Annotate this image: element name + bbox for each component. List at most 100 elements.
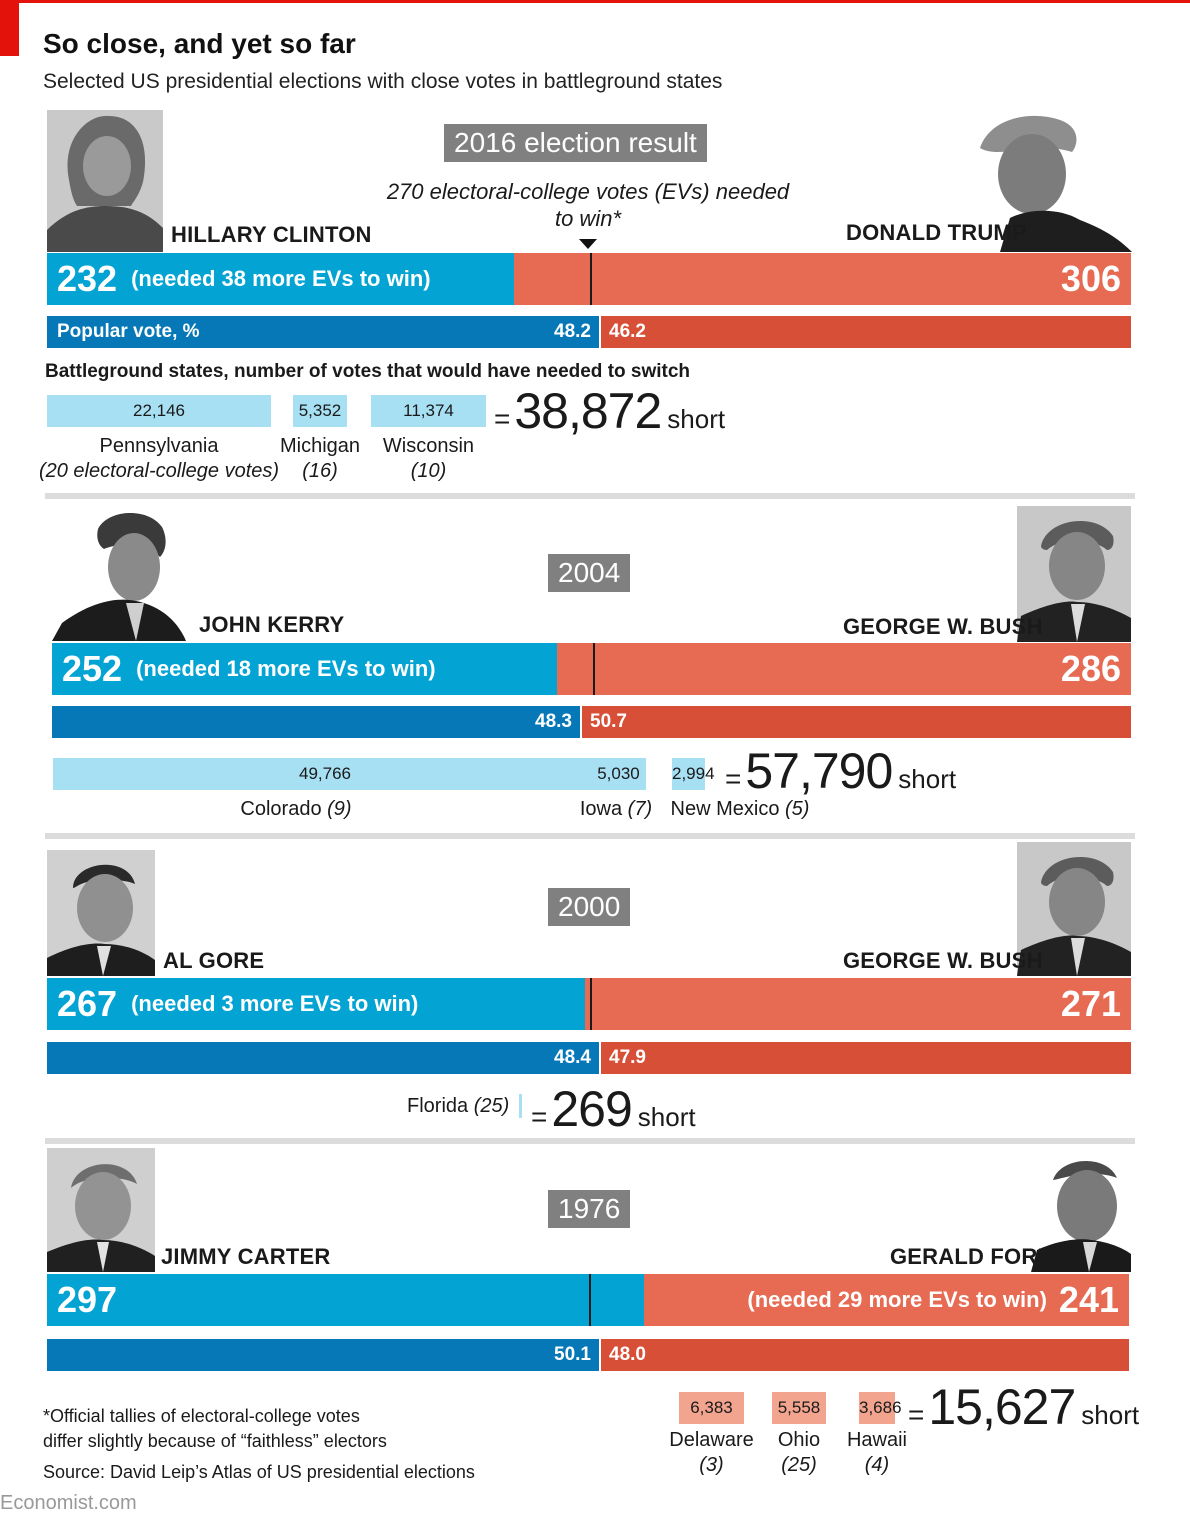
switch-box: 5,352 [293,395,347,427]
switch-box: 5,030 [591,758,646,790]
year-label-2004: 2004 [548,554,631,592]
ev-bar-dem [47,253,514,305]
ev-value-rep: 241 [1058,1279,1119,1320]
popular-vote-label: Popular vote, % [57,321,200,342]
threshold-line [590,253,592,305]
ev-label-rep: (needed 29 more EVs to win) 241 [747,1274,1119,1326]
ev-value-rep: 271 [1060,983,1121,1024]
gore-portrait [47,850,155,976]
ev-label-dem: 232 (needed 38 more EVs to win) [57,253,431,305]
candidate-name-rep-1976: GERALD FORD [890,1244,1054,1269]
state-label: Iowa (7) [579,798,653,820]
total-short-2004: = 57,790 short [725,743,957,799]
popular-value-rep: 46.2 [609,321,646,342]
candidate-name-dem-2000: AL GORE [163,948,265,973]
year-label-2016: 2016 election result [444,124,707,162]
candidate-name-dem-2016: HILLARY CLINTON [171,222,372,247]
ev-bar-rep [585,978,1131,1030]
switch-box: 49,766 [53,758,597,790]
popular-value-dem: 50.1 [554,1344,591,1365]
brand-red-tab [0,0,19,56]
total-short-2016: = 38,872 short [494,383,726,439]
ev-label-rep: 286 [1061,643,1121,695]
state-label: Ohio (25) [777,1429,821,1476]
switch-box [519,1094,522,1118]
ev-needed-dem: (needed 18 more EVs to win) [136,656,436,681]
ev-label-dem: 297 [57,1274,117,1326]
chart-subtitle: Selected US presidential elections with … [43,70,723,93]
bush-2004-portrait [1017,506,1131,642]
state-label: Colorado (9) [240,798,352,820]
section-divider [45,1138,1135,1144]
brand-logo-text: Economist.com [0,1492,137,1514]
ford-portrait [1031,1160,1131,1272]
ev-needed-dem: (needed 38 more EVs to win) [131,266,431,291]
year-label-2000: 2000 [548,888,631,926]
threshold-line [593,643,595,695]
ev-bar-rep [644,1274,1129,1326]
year-label-1976: 1976 [548,1190,631,1228]
popular-bar-dem [52,706,580,738]
state-label: Delaware (3) [669,1429,754,1476]
switch-box: 11,374 [371,395,486,427]
candidate-name-rep-2000: GEORGE W. BUSH [843,948,1043,973]
top-rule [0,0,1190,3]
section-divider [45,833,1135,839]
ev-label-rep: 306 [1061,253,1121,305]
popular-value-dem: 48.3 [535,711,572,732]
ev-label-dem: 267 (needed 3 more EVs to win) [57,978,418,1030]
popular-value-dem: 48.2 [554,321,591,342]
switch-box: 6,383 [679,1392,744,1424]
threshold-line [590,978,592,1030]
candidate-name-dem-2004: JOHN KERRY [199,612,345,637]
popular-bar-rep [582,706,1131,738]
switch-box: 3,686 [859,1392,902,1424]
bush-2000-portrait [1017,842,1131,976]
popular-bar-dem [47,1339,599,1371]
state-label: Hawaii (4) [846,1429,908,1476]
popular-bar-rep [601,1042,1131,1074]
ev-bar-dem [47,978,585,1030]
source-note: Source: David Leip’s Atlas of US preside… [43,1462,475,1482]
clinton-portrait [47,110,163,252]
chart-title: So close, and yet so far [43,28,356,59]
trump-portrait [980,115,1132,252]
candidate-name-dem-1976: JIMMY CARTER [161,1244,331,1269]
kerry-portrait [52,512,186,641]
state-label: Wisconsin (10) [382,435,475,482]
state-label: New Mexico (5) [670,798,810,820]
ev-needed-dem: (needed 3 more EVs to win) [131,991,419,1016]
popular-value-rep: 50.7 [590,711,627,732]
ev-bar-rep [557,643,1131,695]
state-label: Pennsylvania (20 electoral-college votes) [38,435,280,482]
section-divider [45,493,1135,499]
state-label: Michigan (16) [279,435,361,482]
threshold-line [589,1274,591,1326]
ev-value-dem: 252 [62,648,123,689]
ev-value-dem: 267 [57,983,118,1024]
popular-value-dem: 48.4 [554,1047,591,1068]
ev-bar-rep [514,253,1131,305]
ev-bar-dem [52,643,557,695]
threshold-note: 270 electoral-college votes (EVs) needed… [386,179,790,231]
popular-bar-dem [47,1042,599,1074]
switch-box: 5,558 [772,1392,826,1424]
footnote-line-2: differ slightly because of “faithless” e… [43,1431,387,1451]
candidate-name-rep-2016: DONALD TRUMP [846,220,1027,245]
popular-bar-rep [601,1339,1129,1371]
ev-value-rep: 286 [1060,648,1121,689]
ev-value-rep: 306 [1060,258,1121,299]
switch-heading: Battleground states, number of votes tha… [45,361,691,382]
ev-label-dem: 252 (needed 18 more EVs to win) [62,643,436,695]
candidate-name-rep-2004: GEORGE W. BUSH [843,614,1043,639]
switch-box: 22,146 [47,395,271,427]
popular-bar-rep [601,316,1131,348]
total-short-1976: = 15,627 short [908,1379,1140,1435]
ev-value-dem: 232 [57,258,118,299]
popular-value-rep: 47.9 [609,1047,646,1068]
footnote-line-1: *Official tallies of electoral-college v… [43,1406,360,1426]
popular-value-rep: 48.0 [609,1344,646,1365]
ev-needed-rep: (needed 29 more EVs to win) [747,1287,1047,1312]
switch-box: 2,994 [672,758,715,790]
ev-label-rep: 271 [1061,978,1121,1030]
